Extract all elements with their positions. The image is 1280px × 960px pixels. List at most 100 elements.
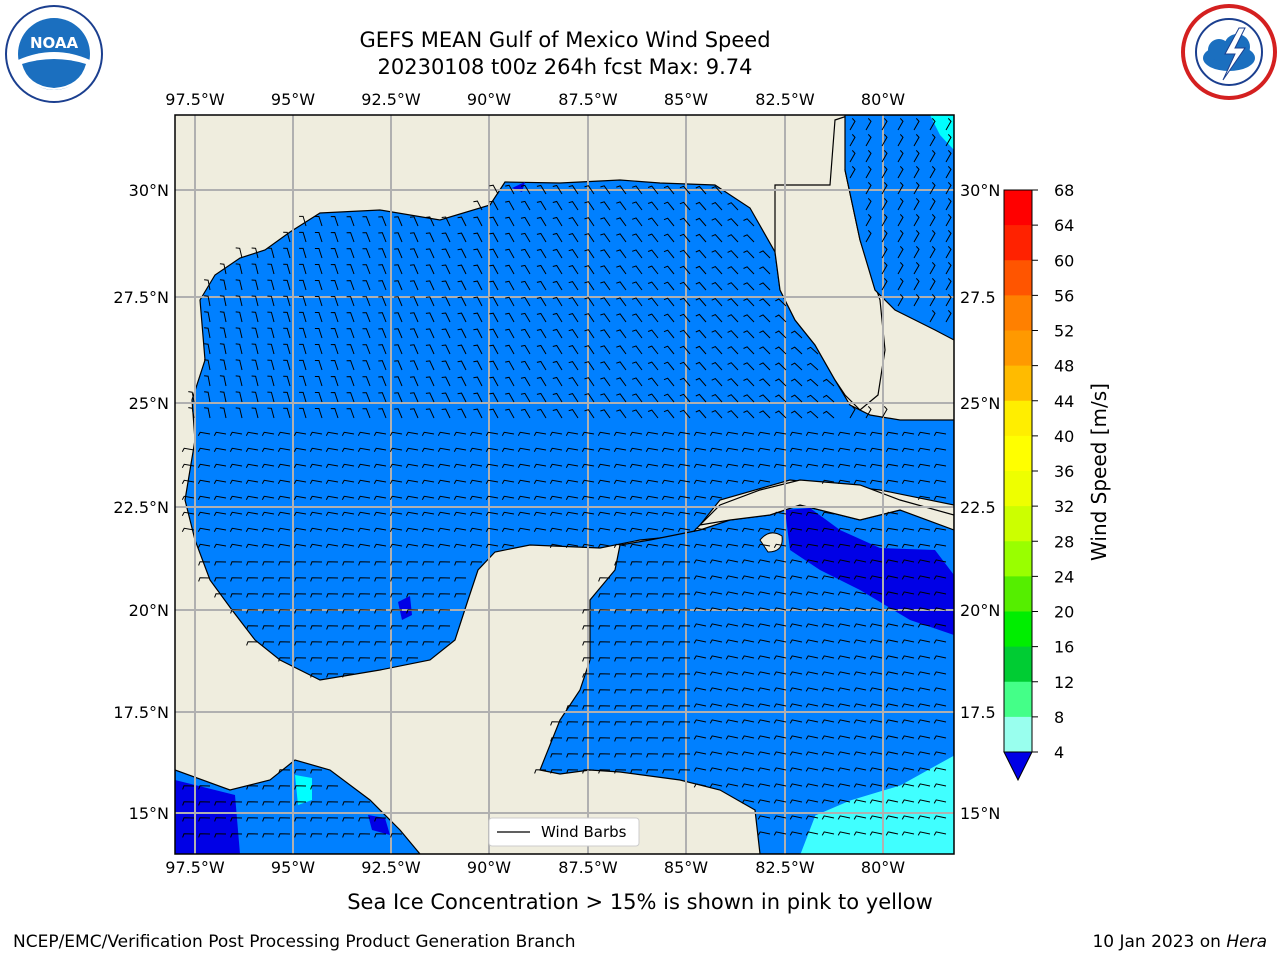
wind-barb bbox=[294, 609, 307, 614]
wind-barb bbox=[679, 281, 691, 291]
wind-barb bbox=[837, 783, 851, 788]
wind-barb bbox=[759, 394, 771, 403]
wind-barb bbox=[805, 463, 819, 469]
wind-barb bbox=[357, 479, 371, 485]
wind-barb bbox=[342, 657, 355, 662]
wind-barb bbox=[630, 641, 643, 646]
wind-barb bbox=[550, 721, 563, 726]
wind-barb bbox=[374, 625, 387, 630]
wind-barb bbox=[743, 362, 755, 371]
wind-barb bbox=[505, 360, 515, 371]
wind-barb bbox=[805, 559, 819, 564]
wind-barb bbox=[709, 703, 723, 708]
wind-barb bbox=[693, 511, 707, 517]
wind-barb bbox=[278, 609, 291, 614]
wind-barb bbox=[536, 408, 547, 419]
wind-barb bbox=[437, 527, 451, 533]
wind-barb bbox=[600, 329, 611, 339]
wind-barb bbox=[235, 343, 243, 355]
wind-barb bbox=[901, 639, 915, 644]
wind-barb bbox=[773, 575, 787, 580]
wind-barb bbox=[489, 312, 499, 323]
wind-barb bbox=[757, 431, 771, 437]
colorbar-segment bbox=[1004, 400, 1032, 437]
wind-barb bbox=[837, 671, 851, 676]
wind-barb bbox=[630, 753, 643, 758]
wind-barb bbox=[759, 314, 771, 323]
wind-barb bbox=[246, 593, 259, 598]
wind-barb bbox=[584, 217, 595, 227]
wind-barb bbox=[773, 767, 787, 772]
wind-barb bbox=[357, 447, 371, 453]
wind-barb bbox=[678, 737, 691, 742]
cuba-land bbox=[698, 479, 954, 531]
wind-barb bbox=[245, 527, 259, 533]
wind-barb bbox=[235, 247, 243, 259]
wind-barb bbox=[725, 767, 739, 772]
wind-barb bbox=[821, 831, 835, 836]
wind-barb bbox=[293, 511, 307, 517]
wind-barb bbox=[597, 495, 611, 501]
wind-barb bbox=[885, 735, 899, 740]
wind-barb bbox=[630, 577, 643, 582]
wind-barb bbox=[267, 295, 275, 307]
wind-barb bbox=[677, 479, 691, 485]
wind-barb bbox=[299, 407, 307, 419]
wind-barb bbox=[881, 278, 888, 291]
wind-barb bbox=[678, 657, 691, 662]
wind-barb bbox=[473, 216, 483, 227]
wind-barb bbox=[759, 378, 771, 387]
wind-barb bbox=[409, 376, 419, 387]
wind-barb bbox=[677, 527, 691, 533]
atlantic-water bbox=[844, 115, 954, 341]
wind-barb bbox=[598, 737, 611, 742]
wind-barb bbox=[663, 329, 675, 339]
wind-barb bbox=[901, 687, 915, 692]
wind-barb bbox=[805, 431, 819, 437]
wind-barb bbox=[709, 751, 723, 756]
wind-barb bbox=[534, 769, 547, 774]
wind-barb bbox=[489, 392, 499, 403]
wind-barb bbox=[616, 185, 627, 195]
wind-barb bbox=[695, 297, 707, 307]
wind-barb bbox=[342, 561, 355, 566]
wind-barb bbox=[933, 735, 947, 740]
wind-barb bbox=[454, 593, 467, 598]
atlantic-cyan-patch bbox=[930, 115, 954, 150]
wind-barb bbox=[378, 408, 387, 419]
lon-label: 90°W bbox=[467, 90, 511, 109]
wind-barb bbox=[869, 815, 883, 820]
wind-barb bbox=[536, 344, 547, 355]
wind-barb bbox=[549, 527, 563, 533]
lat-label: 27.5 bbox=[960, 288, 996, 307]
wind-barb bbox=[853, 703, 867, 708]
wind-barb bbox=[901, 815, 915, 820]
wind-barb bbox=[326, 641, 339, 646]
wind-barb bbox=[741, 671, 755, 676]
wind-barb bbox=[679, 329, 691, 339]
wind-barb bbox=[837, 655, 851, 660]
wind-barb bbox=[865, 166, 872, 179]
wind-barb bbox=[773, 751, 787, 756]
wind-barb bbox=[600, 409, 611, 419]
wind-barb bbox=[709, 431, 723, 437]
wind-barb bbox=[869, 431, 883, 437]
wind-barb bbox=[229, 479, 243, 485]
wind-barb bbox=[757, 767, 771, 772]
wind-barb bbox=[865, 134, 872, 147]
wind-barb bbox=[330, 247, 339, 259]
wind-barb bbox=[421, 527, 435, 533]
colorbar-tick-label: 68 bbox=[1054, 181, 1074, 200]
wind-barb bbox=[773, 815, 787, 820]
wind-barb bbox=[326, 577, 339, 582]
wind-barb bbox=[505, 376, 515, 387]
wind-barb bbox=[438, 593, 451, 598]
wind-barb bbox=[373, 543, 387, 549]
wind-barb bbox=[789, 559, 803, 564]
wind-barb bbox=[394, 344, 403, 355]
wind-barb bbox=[821, 671, 835, 676]
wind-barb bbox=[437, 495, 451, 501]
wind-barb bbox=[805, 575, 819, 580]
wind-barb bbox=[805, 735, 819, 740]
